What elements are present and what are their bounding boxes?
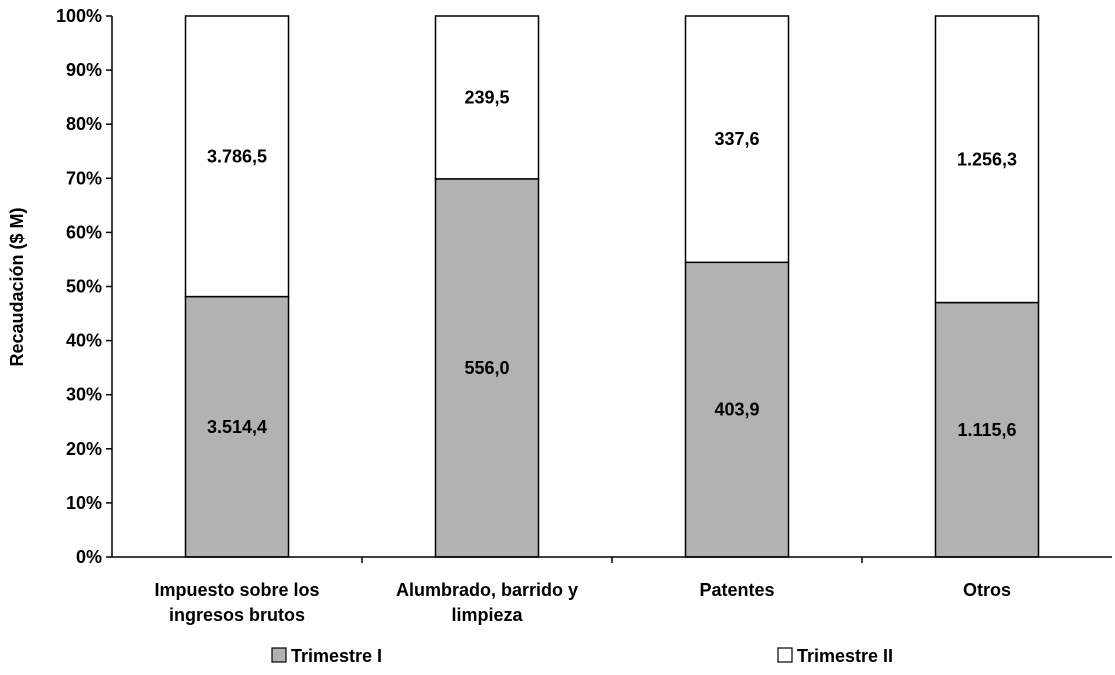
data-label: 337,6 [714, 129, 759, 149]
legend-swatch [777, 647, 793, 663]
y-tick-label: 50% [66, 277, 102, 297]
x-labels-layer: Impuesto sobre los ingresos brutos Alumbra… [154, 580, 1011, 625]
data-label: 556,0 [464, 358, 509, 378]
y-tick-label: 100% [56, 6, 102, 26]
y-tick-label: 20% [66, 439, 102, 459]
y-tick-label: 10% [66, 493, 102, 513]
data-label: 3.514,4 [207, 417, 267, 437]
bar-segment-trimestre-2 [434, 15, 540, 180]
y-tick-label: 40% [66, 331, 102, 351]
y-ticks-layer: 0% 10% 20% 30% 40% 50% 60% 70% 80% 90% 100% [56, 6, 112, 567]
data-label: 3.786,5 [207, 146, 267, 166]
legend: Trimestre I Trimestre II [271, 646, 893, 666]
y-tick-label: 90% [66, 60, 102, 80]
y-tick-label: 0% [76, 547, 102, 567]
y-tick-label: 30% [66, 385, 102, 405]
data-label: 239,5 [464, 87, 509, 107]
legend-swatch [271, 647, 287, 663]
bar-segment-trimestre-1 [184, 295, 290, 558]
x-category-label: Patentes [699, 580, 774, 600]
y-tick-label: 80% [66, 114, 102, 134]
y-tick-label: 60% [66, 222, 102, 242]
y-axis-title: Recaudación ($ M) [7, 207, 27, 366]
data-label: 1.115,6 [957, 420, 1016, 440]
x-category-label: Impuesto sobre los ingresos brutos [154, 580, 319, 625]
data-label: 1.256,3 [957, 149, 1017, 169]
legend-label: Trimestre I [291, 646, 382, 666]
bar-segment-trimestre-2 [184, 15, 290, 298]
bar-segment-trimestre-2 [684, 15, 790, 264]
x-category-label: Otros [963, 580, 1011, 600]
legend-label: Trimestre II [797, 646, 893, 666]
x-category-label: Alumbrado, barrido y limpieza [396, 580, 578, 625]
y-tick-label: 70% [66, 168, 102, 188]
bars-layer: 3.514,4 3.786,5 556,0 239,5 403,9 337,6 1.115,… [184, 15, 1040, 558]
data-label: 403,9 [714, 400, 759, 420]
bar-segment-trimestre-2 [934, 15, 1040, 304]
axes-layer: Recaudación ($ M) [7, 16, 1112, 563]
bar-segment-trimestre-1 [684, 261, 790, 558]
